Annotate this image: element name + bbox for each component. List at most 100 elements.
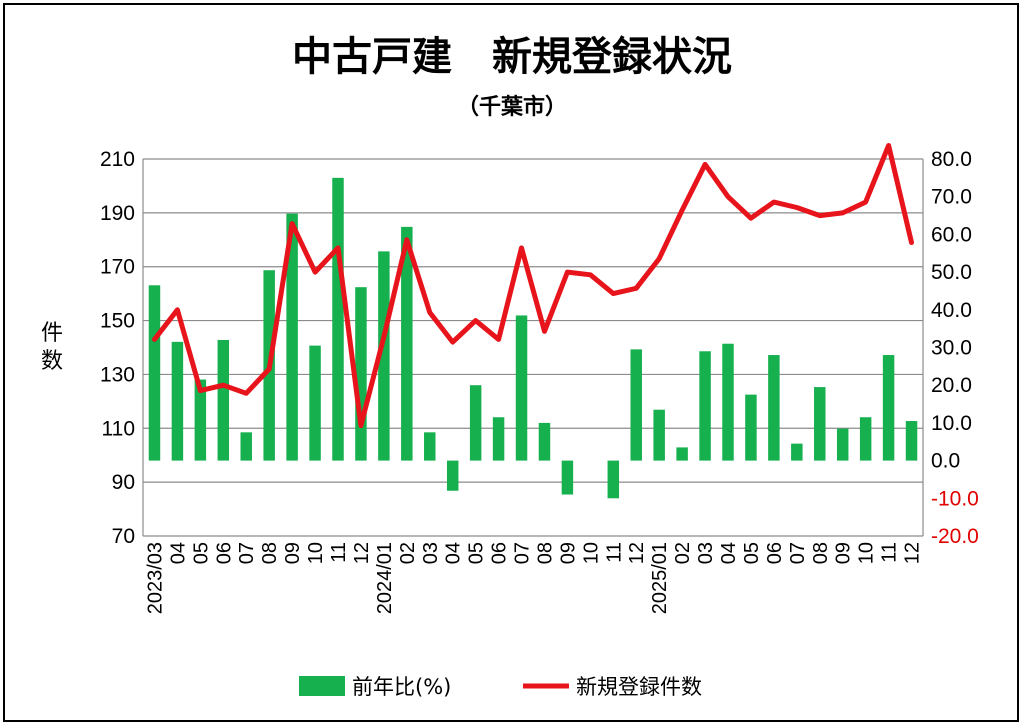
x-tick-label: 09 [833, 542, 855, 564]
x-tick-label: 12 [626, 542, 648, 564]
x-tick-label: 07 [512, 542, 534, 564]
left-tick-label: 90 [112, 471, 135, 494]
bar [791, 443, 803, 461]
left-axis-label-char: 件 [41, 321, 63, 346]
x-tick-label: 02 [397, 542, 419, 564]
legend-line-label: 新規登録件数 [576, 675, 702, 699]
x-tick-label: 07 [236, 542, 258, 564]
bar [401, 226, 413, 461]
bar [538, 422, 551, 461]
bar [882, 355, 895, 461]
series-line [152, 143, 914, 429]
bar [699, 351, 711, 461]
x-tick-label: 05 [190, 542, 212, 564]
left-tick-label: 70 [112, 525, 135, 548]
left-axis-label: 件数 [41, 321, 63, 374]
right-tick-label: 10.0 [931, 412, 972, 435]
x-tick-label: 08 [534, 542, 556, 564]
bar [653, 409, 665, 461]
x-tick-label: 11 [603, 542, 625, 563]
bar [859, 417, 872, 461]
right-tick-label: -20.0 [931, 525, 979, 548]
right-tick-label: 70.0 [931, 186, 972, 209]
x-tick-label: 06 [764, 542, 786, 564]
x-tick-label: 10 [305, 542, 327, 564]
left-axis-label-char: 数 [41, 349, 63, 374]
chart-subtitle: （千葉市） [457, 94, 567, 120]
bar [676, 447, 688, 461]
legend: 前年比(%) 新規登録件数 [299, 675, 702, 699]
axes [142, 159, 924, 537]
x-tick-label: 05 [741, 542, 763, 564]
bar [286, 213, 298, 461]
bar [332, 177, 344, 461]
bar [240, 432, 252, 461]
bar [148, 285, 161, 461]
x-tick-label: 04 [167, 542, 189, 564]
right-axis-ticks: -20.0 -10.0 0.0 10.0 20.0 30.0 40.0 50.0 60.0 70.… [931, 148, 979, 548]
x-tick-label: 11 [328, 542, 350, 563]
x-tick-label: 2023/03 [144, 542, 166, 614]
right-tick-label: -10.0 [931, 487, 979, 510]
right-tick-label: 40.0 [931, 299, 972, 322]
x-tick-label: 2025/01 [649, 542, 671, 614]
x-tick-label: 09 [557, 542, 579, 564]
bar [630, 349, 642, 461]
left-tick-label: 130 [100, 363, 135, 386]
bar [836, 428, 849, 461]
x-tick-label: 12 [902, 542, 924, 564]
right-tick-label: 80.0 [931, 148, 972, 171]
right-tick-label: 60.0 [931, 223, 972, 246]
bar [814, 387, 826, 461]
x-tick-label: 04 [718, 542, 740, 564]
right-tick-label: 20.0 [931, 374, 972, 397]
left-tick-label: 170 [100, 256, 135, 279]
bar [905, 421, 918, 461]
bar [561, 460, 574, 495]
x-tick-label: 06 [213, 542, 235, 564]
right-tick-label: 0.0 [931, 450, 960, 473]
bar [492, 417, 505, 461]
bar [424, 432, 436, 461]
right-tick-label: 30.0 [931, 337, 972, 360]
x-tick-label: 08 [810, 542, 832, 564]
x-axis-ticks: 2023/03 04 05 06 07 08 09 10 11 12 2024/01 02 03 04 05… [144, 542, 923, 614]
legend-bar-swatch [299, 676, 345, 696]
x-tick-label: 12 [351, 542, 373, 564]
bar [745, 394, 757, 461]
x-tick-label: 09 [282, 542, 304, 564]
x-tick-label: 11 [879, 542, 901, 563]
legend-bar-label: 前年比(%) [352, 675, 451, 699]
x-tick-label: 10 [580, 542, 602, 564]
bar [309, 345, 321, 461]
left-tick-label: 210 [100, 148, 135, 171]
left-tick-label: 110 [102, 417, 135, 440]
bar [217, 339, 230, 461]
bar [607, 460, 620, 499]
chart-title: 中古戸建 新規登録状況 [292, 34, 732, 80]
bar [194, 379, 207, 461]
gridlines [143, 158, 923, 483]
x-tick-label: 07 [787, 542, 809, 564]
x-tick-label: 04 [443, 542, 465, 564]
bar [378, 251, 390, 461]
bar [446, 460, 459, 491]
line-series [152, 143, 914, 429]
bar [768, 355, 780, 461]
x-tick-label: 10 [856, 542, 878, 564]
bar [722, 343, 734, 461]
left-tick-label: 150 [100, 310, 135, 333]
x-tick-label: 02 [672, 542, 694, 564]
bar [355, 287, 367, 461]
bar [171, 341, 184, 461]
left-axis-ticks: 70 90 110 130 150 170 190 210 [100, 148, 135, 548]
left-tick-label: 190 [100, 202, 135, 225]
x-tick-label: 08 [259, 542, 281, 564]
bar [515, 315, 528, 461]
x-tick-label: 2024/01 [374, 542, 396, 614]
bar-series [148, 177, 918, 499]
x-tick-label: 05 [466, 542, 488, 564]
x-tick-label: 03 [695, 542, 717, 564]
bar [469, 385, 482, 461]
